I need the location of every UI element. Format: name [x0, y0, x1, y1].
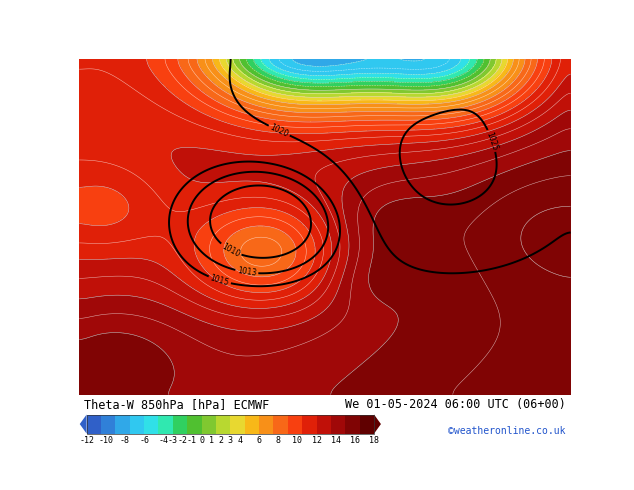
Text: 4: 4 — [237, 436, 242, 445]
Bar — [346, 415, 359, 434]
Bar — [288, 415, 302, 434]
Bar — [316, 415, 331, 434]
Bar — [273, 415, 288, 434]
Text: 1010: 1010 — [220, 242, 242, 259]
Text: 1015: 1015 — [209, 273, 230, 288]
Bar — [173, 415, 187, 434]
Text: Theta-W 850hPa [hPa] ECMWF: Theta-W 850hPa [hPa] ECMWF — [84, 398, 269, 411]
Bar — [230, 415, 245, 434]
Text: -6: -6 — [139, 436, 149, 445]
Text: 8: 8 — [276, 436, 281, 445]
Text: We 01-05-2024 06:00 UTC (06+00): We 01-05-2024 06:00 UTC (06+00) — [345, 398, 566, 411]
Text: 12: 12 — [311, 436, 321, 445]
Text: -2: -2 — [178, 436, 188, 445]
Bar — [115, 415, 130, 434]
Bar — [202, 415, 216, 434]
Text: -12: -12 — [79, 436, 94, 445]
Text: 18: 18 — [369, 436, 379, 445]
Bar — [130, 415, 144, 434]
Text: 3: 3 — [228, 436, 233, 445]
Text: 1025: 1025 — [484, 130, 500, 151]
Text: -1: -1 — [187, 436, 197, 445]
Text: 1020: 1020 — [269, 122, 290, 139]
Text: 10: 10 — [292, 436, 302, 445]
Bar — [359, 415, 374, 434]
Bar — [187, 415, 202, 434]
Text: 16: 16 — [350, 436, 360, 445]
Text: 0: 0 — [199, 436, 204, 445]
Bar — [158, 415, 173, 434]
Bar — [101, 415, 115, 434]
Bar — [144, 415, 158, 434]
Text: -3: -3 — [168, 436, 178, 445]
Bar — [302, 415, 316, 434]
FancyArrow shape — [80, 415, 87, 434]
Bar — [216, 415, 230, 434]
Text: 1013: 1013 — [236, 267, 257, 278]
Text: 14: 14 — [331, 436, 340, 445]
Text: ©weatheronline.co.uk: ©weatheronline.co.uk — [448, 426, 566, 436]
Text: 6: 6 — [257, 436, 262, 445]
Text: -4: -4 — [158, 436, 168, 445]
Bar — [331, 415, 346, 434]
Bar — [259, 415, 273, 434]
Text: 2: 2 — [218, 436, 223, 445]
Text: 1: 1 — [209, 436, 214, 445]
FancyArrow shape — [374, 415, 381, 434]
Bar — [245, 415, 259, 434]
Bar — [87, 415, 101, 434]
Text: -10: -10 — [98, 436, 113, 445]
Text: -8: -8 — [120, 436, 130, 445]
Bar — [87, 415, 374, 434]
